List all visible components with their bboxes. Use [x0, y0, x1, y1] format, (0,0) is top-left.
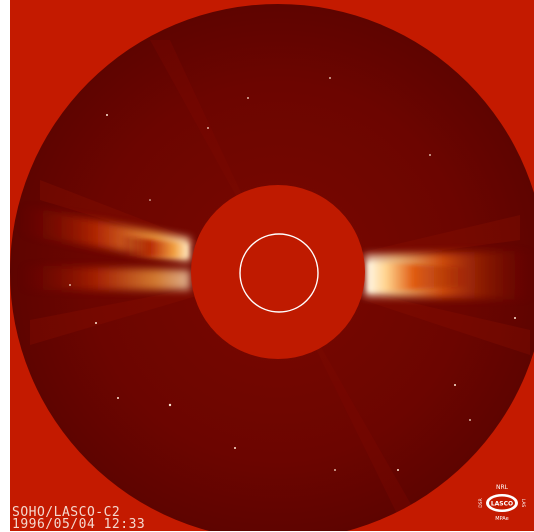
- timestamp-caption: 1996/05/04 12:33: [12, 517, 146, 532]
- lasco-logo: NRL LASCO DSR LAS MPAe: [478, 484, 526, 522]
- logo-center-text: LASCO: [491, 501, 513, 508]
- logo-right-text: LAS: [520, 499, 526, 508]
- solar-limb-circle: [239, 233, 319, 313]
- logo-left-text: DSR: [478, 498, 484, 507]
- left-streamer: [20, 205, 190, 290]
- occulter-disk: [191, 185, 365, 359]
- instrument-caption: SOHO/LASCO-C2: [12, 505, 121, 520]
- logo-bottom-text: MPAe: [495, 516, 508, 522]
- logo-inner-ellipse: [489, 496, 515, 510]
- star-field: [69, 77, 516, 471]
- left-border: [0, 0, 10, 531]
- logo-top-text: NRL: [496, 484, 509, 491]
- right-streamer: [365, 250, 534, 300]
